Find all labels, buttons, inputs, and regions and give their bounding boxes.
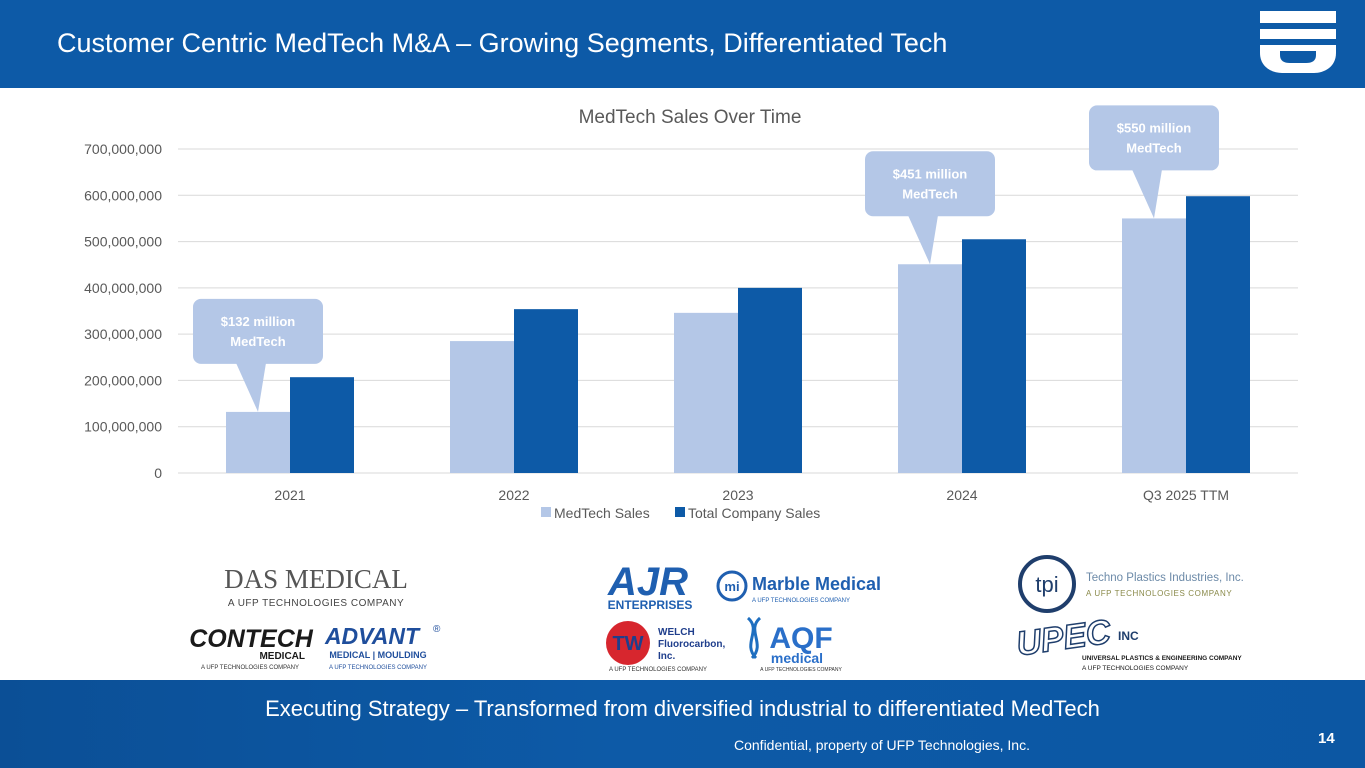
contech-name: CONTECH bbox=[189, 625, 314, 653]
upec-suffix: INC bbox=[1118, 629, 1139, 643]
welch-fluorocarbon-logo: TW WELCH Fluorocarbon, Inc. A UFP TECHNO… bbox=[606, 621, 725, 673]
x-tick-label: 2023 bbox=[722, 487, 753, 503]
confidential-notice: Confidential, property of UFP Technologi… bbox=[734, 737, 1030, 753]
y-tick-label: 400,000,000 bbox=[84, 280, 162, 296]
das-medical-logo: DAS MEDICAL A UFP TECHNOLOGIES COMPANY bbox=[224, 564, 408, 609]
bar-total-2 bbox=[738, 287, 802, 473]
contech-logo: CONTECH MEDICAL A UFP TECHNOLOGIES COMPA… bbox=[189, 625, 314, 671]
welch-line3: Inc. bbox=[658, 651, 675, 662]
marble-medical-name: Marble Medical bbox=[752, 574, 881, 594]
aqf-name: AQF bbox=[769, 622, 832, 655]
bar-medtech-3 bbox=[898, 264, 962, 473]
callout-pointer bbox=[236, 362, 266, 412]
ajr-name: AJR bbox=[607, 560, 688, 604]
y-tick-label: 100,000,000 bbox=[84, 419, 162, 435]
tpi-logo: tpi Techno Plastics Industries, Inc. A U… bbox=[1018, 555, 1244, 613]
welch-line2: Fluorocarbon, bbox=[658, 639, 725, 650]
legend-swatch bbox=[541, 507, 551, 517]
legend-swatch bbox=[675, 507, 685, 517]
welch-icon-text: TW bbox=[612, 633, 643, 655]
advant-sub: MEDICAL | MOULDING bbox=[329, 650, 426, 660]
strategy-tagline: Executing Strategy – Transformed from di… bbox=[265, 696, 1100, 721]
callout-box bbox=[1089, 105, 1219, 171]
x-tick-label: 2021 bbox=[274, 487, 305, 503]
legend-label: MedTech Sales bbox=[554, 505, 650, 521]
x-tick-label: 2024 bbox=[946, 487, 977, 503]
callout-label: MedTech bbox=[1126, 140, 1181, 155]
bar-medtech-1 bbox=[450, 341, 514, 473]
bar-total-4 bbox=[1186, 196, 1250, 473]
bar-total-3 bbox=[962, 239, 1026, 473]
aqf-tagline: A UFP TECHNOLOGIES COMPANY bbox=[760, 667, 842, 673]
upec-line1: UNIVERSAL PLASTICS & ENGINEERING COMPANY bbox=[1082, 655, 1242, 662]
callout-pointer bbox=[908, 215, 938, 265]
ajr-logo: AJR ENTERPRISES bbox=[607, 560, 692, 612]
marble-medical-icon-text: mi bbox=[724, 579, 739, 594]
tpi-icon bbox=[1018, 555, 1076, 613]
bar-total-1 bbox=[514, 309, 578, 473]
callout-box bbox=[193, 298, 323, 364]
callout-amount: $451 million bbox=[893, 166, 967, 181]
tpi-icon-text: tpi bbox=[1035, 572, 1058, 597]
y-tick-label: 700,000,000 bbox=[84, 141, 162, 157]
callout-pointer bbox=[1132, 169, 1162, 219]
callout-amount: $550 million bbox=[1117, 120, 1191, 135]
welch-line1: WELCH bbox=[658, 627, 695, 638]
aqf-medical-logo: AQF medical A UFP TECHNOLOGIES COMPANY bbox=[746, 616, 843, 673]
callout-label: MedTech bbox=[230, 334, 285, 349]
y-tick-label: 300,000,000 bbox=[84, 326, 162, 342]
y-tick-label: 0 bbox=[154, 465, 162, 481]
welch-tagline: A UFP TECHNOLOGIES COMPANY bbox=[609, 667, 707, 673]
aqf-sub: medical bbox=[771, 650, 823, 666]
upec-tagline: A UFP TECHNOLOGIES COMPANY bbox=[1082, 665, 1189, 672]
contech-tagline: A UFP TECHNOLOGIES COMPANY bbox=[201, 665, 299, 671]
x-tick-label: Q3 2025 TTM bbox=[1143, 487, 1229, 503]
das-medical-name: DAS MEDICAL bbox=[224, 564, 408, 594]
y-tick-label: 600,000,000 bbox=[84, 187, 162, 203]
tpi-name: Techno Plastics Industries, Inc. bbox=[1086, 572, 1244, 584]
legend-label: Total Company Sales bbox=[688, 505, 820, 521]
bar-total-0 bbox=[290, 377, 354, 473]
marble-medical-logo: mi Marble Medical A UFP TECHNOLOGIES COM… bbox=[716, 570, 881, 604]
y-tick-label: 500,000,000 bbox=[84, 234, 162, 250]
advant-tagline: A UFP TECHNOLOGIES COMPANY bbox=[329, 665, 427, 671]
callout-label: MedTech bbox=[902, 186, 957, 201]
callout-amount: $132 million bbox=[221, 314, 295, 329]
advant-mark: ® bbox=[433, 624, 441, 635]
medtech-sales-chart: MedTech Sales Over Time 0 100,000,000 200,… bbox=[84, 105, 1298, 521]
y-tick-label: 200,000,000 bbox=[84, 372, 162, 388]
page-number: 14 bbox=[1318, 730, 1335, 747]
marble-medical-tagline: A UFP TECHNOLOGIES COMPANY bbox=[752, 598, 850, 604]
welch-icon bbox=[606, 621, 650, 665]
acquisition-logos: DAS MEDICAL A UFP TECHNOLOGIES COMPANY C… bbox=[189, 555, 1244, 673]
advant-logo: ADVANT ® MEDICAL | MOULDING A UFP TECHNO… bbox=[324, 623, 441, 671]
header-bar: Customer Centric MedTech M&A – Growing S… bbox=[0, 0, 1365, 88]
contech-sub: MEDICAL bbox=[259, 651, 305, 662]
chart-title: MedTech Sales Over Time bbox=[579, 107, 802, 128]
x-tick-label: 2022 bbox=[498, 487, 529, 503]
das-medical-tagline: A UFP TECHNOLOGIES COMPANY bbox=[228, 598, 404, 609]
bar-medtech-4 bbox=[1122, 218, 1186, 473]
advant-name: ADVANT bbox=[324, 623, 421, 649]
tpi-tagline: A UFP TECHNOLOGIES COMPANY bbox=[1086, 589, 1232, 598]
callout-0: $132 million MedTech bbox=[193, 298, 323, 412]
page-title: Customer Centric MedTech M&A – Growing S… bbox=[57, 28, 948, 58]
footer-bar: Executing Strategy – Transformed from di… bbox=[0, 680, 1365, 768]
bar-medtech-2 bbox=[674, 312, 738, 473]
ufp-logo-icon bbox=[1260, 11, 1336, 73]
aqf-dna-icon bbox=[746, 616, 762, 660]
upec-logo: UPEC INC UNIVERSAL PLASTICS & ENGINEERIN… bbox=[1013, 612, 1242, 672]
callout-1: $451 million MedTech bbox=[865, 151, 995, 265]
marble-medical-icon bbox=[716, 570, 748, 602]
callout-box bbox=[865, 151, 995, 217]
callout-2: $550 million MedTech bbox=[1089, 105, 1219, 219]
bar-medtech-0 bbox=[226, 411, 290, 473]
ajr-sub: ENTERPRISES bbox=[608, 598, 693, 612]
